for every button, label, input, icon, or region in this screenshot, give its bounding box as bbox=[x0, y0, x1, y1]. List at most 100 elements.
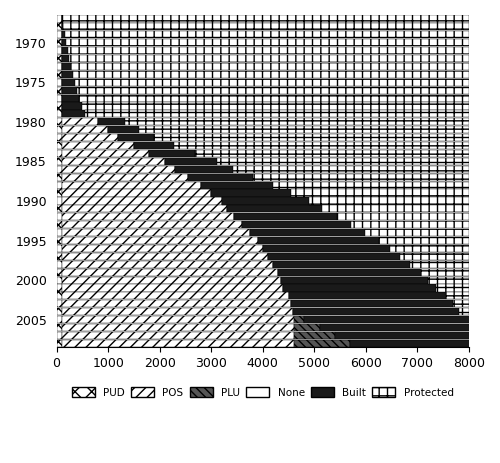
Bar bbox=[56, 189, 62, 197]
Bar bbox=[62, 174, 188, 181]
Bar bbox=[62, 221, 242, 228]
Legend: PUD, POS, PLU, None, Built, Protected: PUD, POS, PLU, None, Built, Protected bbox=[68, 383, 458, 402]
Bar bbox=[56, 284, 62, 292]
Bar bbox=[62, 300, 291, 307]
Bar bbox=[56, 292, 62, 300]
Bar bbox=[56, 39, 62, 46]
Bar bbox=[222, 197, 308, 205]
Bar bbox=[62, 15, 469, 23]
Bar bbox=[62, 23, 64, 31]
Bar bbox=[294, 316, 304, 323]
Bar bbox=[108, 126, 139, 133]
Bar bbox=[428, 276, 469, 284]
Bar bbox=[288, 292, 446, 300]
Bar bbox=[62, 150, 150, 157]
Bar bbox=[365, 229, 469, 236]
Bar bbox=[56, 229, 62, 236]
Bar bbox=[56, 237, 62, 244]
Bar bbox=[62, 261, 273, 268]
Bar bbox=[62, 292, 288, 300]
Bar bbox=[56, 316, 62, 323]
Bar bbox=[56, 94, 62, 102]
Bar bbox=[62, 284, 284, 292]
Bar bbox=[56, 324, 62, 331]
Bar bbox=[62, 63, 71, 70]
Bar bbox=[420, 269, 469, 276]
Bar bbox=[453, 300, 469, 307]
Bar bbox=[284, 284, 436, 292]
Bar bbox=[242, 221, 351, 228]
Bar bbox=[68, 47, 469, 54]
Bar bbox=[304, 316, 474, 323]
Bar bbox=[118, 134, 154, 141]
Bar bbox=[74, 79, 469, 86]
Bar bbox=[62, 245, 263, 252]
Bar bbox=[62, 158, 165, 165]
Bar bbox=[62, 79, 74, 86]
Bar bbox=[62, 308, 292, 315]
Bar bbox=[234, 213, 336, 220]
Bar bbox=[62, 189, 211, 197]
Bar bbox=[351, 221, 469, 228]
Bar bbox=[56, 213, 62, 220]
Bar bbox=[273, 261, 410, 268]
Bar bbox=[62, 213, 234, 220]
Bar bbox=[56, 110, 62, 118]
Bar bbox=[70, 55, 469, 62]
Bar bbox=[56, 340, 62, 347]
Bar bbox=[291, 300, 453, 307]
Bar bbox=[188, 174, 253, 181]
Bar bbox=[459, 308, 469, 315]
Bar bbox=[62, 142, 134, 149]
Bar bbox=[124, 118, 469, 125]
Bar bbox=[62, 39, 66, 46]
Bar bbox=[436, 284, 469, 292]
Bar bbox=[196, 150, 469, 157]
Bar bbox=[62, 118, 98, 125]
Bar bbox=[150, 150, 196, 157]
Bar bbox=[390, 245, 469, 252]
Bar bbox=[62, 324, 294, 331]
Bar bbox=[62, 31, 65, 38]
Bar bbox=[62, 229, 250, 236]
Bar bbox=[62, 340, 294, 347]
Bar bbox=[175, 166, 234, 173]
Bar bbox=[98, 118, 124, 125]
Bar bbox=[56, 205, 62, 213]
Bar bbox=[62, 205, 226, 213]
Bar bbox=[335, 332, 500, 339]
Bar bbox=[258, 237, 379, 244]
Bar bbox=[56, 63, 62, 70]
Bar bbox=[56, 150, 62, 157]
Bar bbox=[62, 71, 72, 78]
Bar bbox=[56, 221, 62, 228]
Bar bbox=[56, 197, 62, 205]
Bar bbox=[66, 39, 469, 46]
Bar bbox=[290, 189, 469, 197]
Bar bbox=[56, 55, 62, 62]
Bar bbox=[62, 47, 68, 54]
Bar bbox=[62, 269, 278, 276]
Bar bbox=[62, 253, 268, 260]
Bar bbox=[308, 197, 469, 205]
Bar bbox=[336, 213, 469, 220]
Bar bbox=[294, 324, 320, 331]
Bar bbox=[56, 134, 62, 141]
Bar bbox=[56, 142, 62, 149]
Bar bbox=[62, 126, 108, 133]
Bar bbox=[292, 308, 459, 315]
Bar bbox=[201, 181, 273, 189]
Bar bbox=[56, 181, 62, 189]
Bar bbox=[154, 134, 469, 141]
Bar bbox=[62, 181, 201, 189]
Bar bbox=[62, 55, 70, 62]
Bar bbox=[139, 126, 469, 133]
Bar bbox=[62, 332, 294, 339]
Bar bbox=[400, 253, 469, 260]
Bar bbox=[263, 245, 390, 252]
Bar bbox=[322, 205, 469, 213]
Bar bbox=[446, 292, 469, 300]
Bar bbox=[56, 15, 62, 23]
Bar bbox=[76, 87, 469, 94]
Bar bbox=[62, 237, 258, 244]
